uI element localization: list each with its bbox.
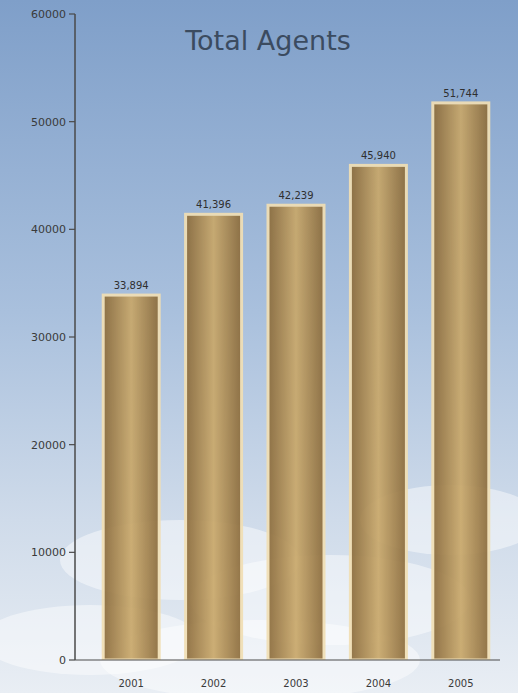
y-tick-label: 10000 <box>31 546 66 559</box>
x-axis <box>75 660 500 661</box>
background <box>0 0 518 693</box>
y-tick <box>69 444 75 445</box>
data-label: 41,396 <box>196 199 231 210</box>
data-label: 45,940 <box>361 150 396 161</box>
data-label: 33,894 <box>114 280 149 291</box>
y-tick <box>69 336 75 337</box>
bar <box>433 103 489 660</box>
x-tick-label: 2001 <box>118 678 143 689</box>
y-tick-label: 0 <box>59 654 66 667</box>
bar <box>186 214 242 660</box>
y-tick <box>69 121 75 122</box>
y-tick-label: 20000 <box>31 439 66 452</box>
bar <box>103 295 159 660</box>
y-tick-label: 60000 <box>31 8 66 21</box>
bar <box>350 165 406 660</box>
y-tick-label: 50000 <box>31 116 66 129</box>
y-tick <box>69 13 75 14</box>
bars <box>103 103 489 660</box>
labels: 33,894 2001 41,396 2002 42,239 2003 45,940 2004… <box>114 88 479 689</box>
y-tick <box>69 659 75 660</box>
x-tick-label: 2005 <box>448 678 473 689</box>
y-tick <box>69 229 75 230</box>
title: Total Agents <box>184 25 351 56</box>
x-tick-label: 2002 <box>201 678 226 689</box>
data-label: 42,239 <box>279 190 314 201</box>
x-tick-label: 2003 <box>283 678 308 689</box>
x-tick-label: 2004 <box>366 678 391 689</box>
chart: 0 10000 20000 30000 40000 50000 60000 Total Age… <box>0 0 518 693</box>
y-tick-label: 30000 <box>31 331 66 344</box>
data-label: 51,744 <box>443 88 478 99</box>
y-tick <box>69 552 75 553</box>
bar <box>268 205 324 660</box>
y-tick-label: 40000 <box>31 223 66 236</box>
